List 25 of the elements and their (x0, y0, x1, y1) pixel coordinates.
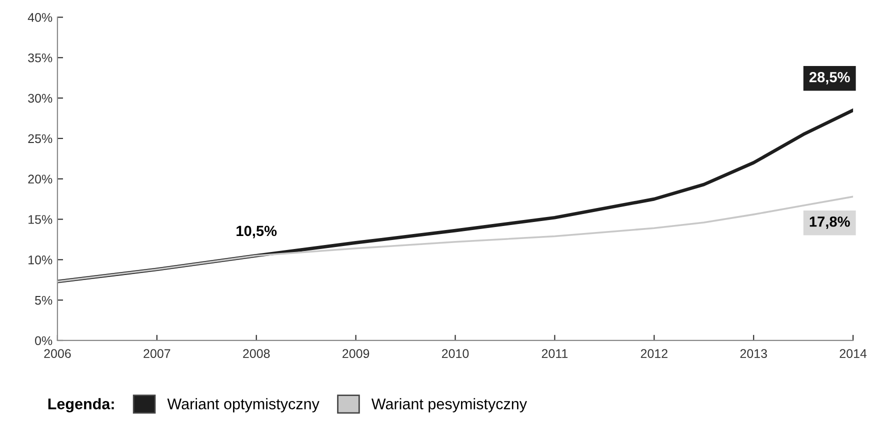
x-tick-label: 2012 (640, 349, 668, 358)
data-label: 17,8% (810, 216, 850, 229)
line-series (57, 196, 854, 282)
legend-label: Wariant pesymistyczny (371, 398, 527, 412)
x-tick-label: 2007 (144, 349, 170, 358)
x-tick-label: 2009 (342, 349, 370, 358)
x-tick-label: 2011 (542, 349, 568, 358)
x-tick-label: 2014 (840, 349, 867, 358)
y-tick-label: 40% (28, 13, 52, 22)
y-tick-label: 0% (35, 336, 52, 346)
x-tick-label: 2006 (44, 349, 71, 358)
data-label: 10,5% (236, 226, 277, 238)
x-tick-label: 2010 (442, 349, 469, 358)
y-tick-label: 25% (28, 134, 52, 144)
x-tick-label: 2013 (740, 349, 767, 358)
data-label: 28,5% (809, 72, 850, 84)
y-tick-label: 20% (28, 174, 52, 184)
y-tick-label: 35% (28, 53, 52, 62)
y-tick-label: 10% (28, 255, 52, 264)
legend-label: Wariant optymistyczny (167, 398, 320, 412)
y-tick-label: 30% (28, 94, 52, 103)
y-tick-label: 5% (35, 296, 52, 305)
legend-title: Legenda: (48, 398, 114, 412)
y-tick-label: 15% (28, 215, 52, 224)
x-tick-label: 2008 (243, 349, 270, 358)
